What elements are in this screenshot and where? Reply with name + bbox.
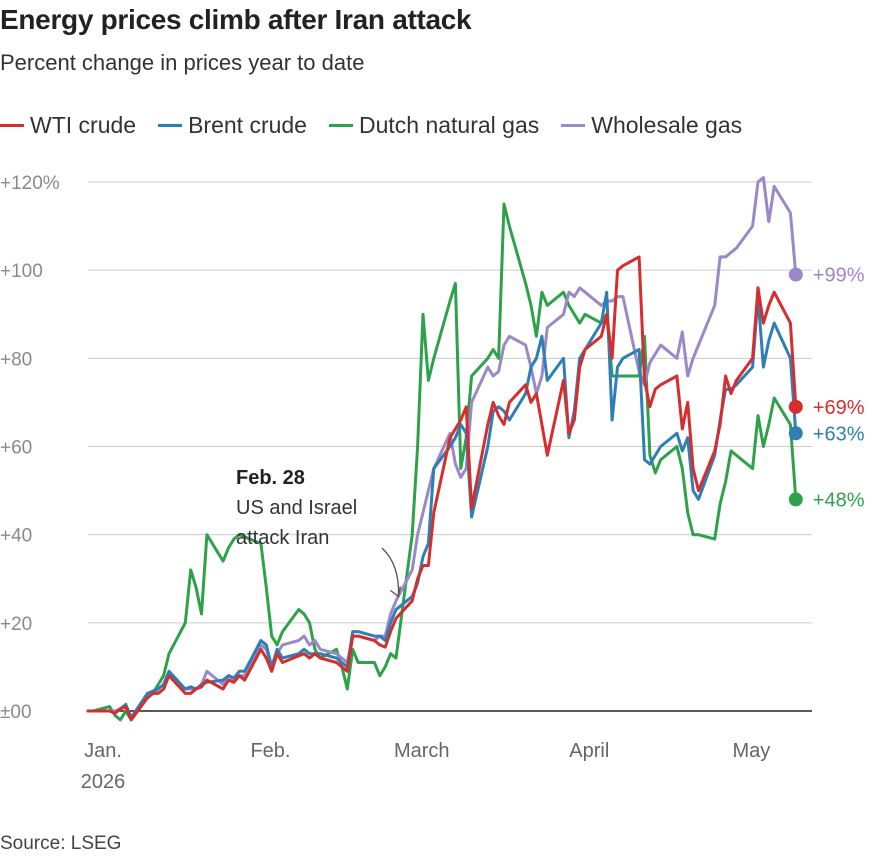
series-end-dot: [788, 426, 803, 441]
series-line-wholesale-gas: [86, 176, 798, 720]
series-end-dot: [788, 399, 803, 414]
x-tick-label: April: [569, 740, 609, 762]
chart-legend: WTI crude Brent crude Dutch natural gas …: [0, 112, 742, 139]
y-tick-label: ±00: [0, 702, 32, 723]
y-tick-label: +60: [0, 438, 32, 459]
x-tick-label: Jan.: [84, 740, 122, 762]
legend-swatch: [158, 124, 183, 127]
series-end-label: +63%: [813, 423, 865, 445]
series-line-wti-crude: [86, 255, 798, 722]
y-tick-label: +20: [0, 614, 32, 635]
y-tick-label: +40: [0, 526, 32, 547]
x-tick-label: 2026: [81, 771, 126, 793]
series-end-label: +48%: [813, 489, 865, 511]
series-line-dutch-natural-gas: [86, 202, 798, 722]
series-end-dot: [788, 492, 803, 507]
legend-item-brent: Brent crude: [158, 112, 307, 139]
legend-swatch: [328, 124, 353, 127]
series-end-dot: [788, 267, 803, 282]
annotation-arrow: [381, 547, 400, 597]
annotation-title: Feb. 28: [236, 467, 305, 489]
series-end-label: +99%: [813, 265, 865, 287]
annotation-text: US and Israel: [236, 497, 357, 519]
x-tick-label: May: [732, 740, 770, 762]
legend-item-dutch-gas: Dutch natural gas: [328, 112, 540, 139]
legend-swatch: [0, 124, 24, 127]
legend-label: Dutch natural gas: [358, 112, 540, 138]
y-tick-label: +80: [0, 349, 32, 370]
source-note: Source: LSEG: [0, 833, 122, 854]
chart-subtitle: Percent change in prices year to date: [0, 50, 365, 75]
legend-label: Brent crude: [188, 112, 307, 138]
y-tick-label: +100: [0, 261, 43, 282]
series-line-brent-crude: [86, 290, 798, 720]
annotation-arrowhead: [389, 586, 402, 598]
series-end-label: +69%: [813, 397, 865, 419]
x-tick-label: Feb.: [250, 740, 290, 762]
legend-swatch: [561, 124, 586, 127]
y-tick-label: +120%: [0, 173, 60, 194]
legend-item-wholesale-gas: Wholesale gas: [561, 112, 742, 139]
legend-label: Wholesale gas: [591, 112, 743, 138]
annotation-text: attack Iran: [236, 527, 329, 549]
legend-item-wti: WTI crude: [0, 112, 136, 139]
chart-title: Energy prices climb after Iran attack: [0, 4, 472, 35]
x-tick-label: March: [394, 740, 450, 762]
legend-label: WTI crude: [30, 112, 137, 138]
